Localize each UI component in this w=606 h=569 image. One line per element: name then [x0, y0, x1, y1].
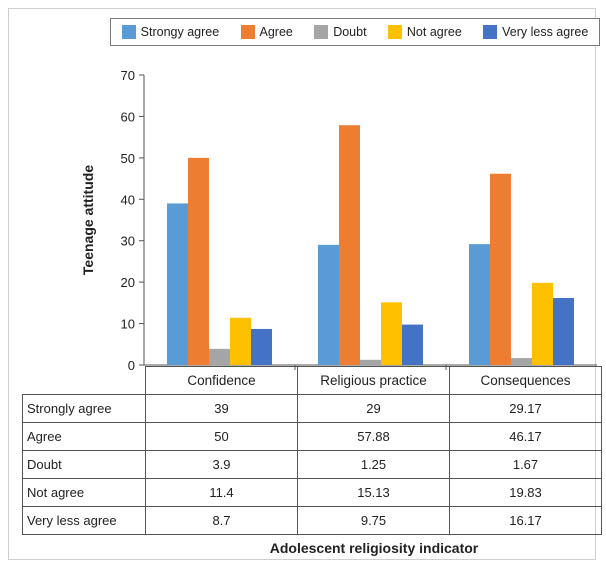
bar: [490, 173, 511, 365]
bar: [381, 302, 402, 365]
category-label: Religious practice: [297, 366, 450, 395]
table-row: Very less agree 8.7 9.75 16.17: [22, 506, 602, 535]
legend-swatch: [483, 25, 498, 39]
bar: [553, 298, 574, 365]
table-cell: 8.7: [145, 506, 298, 535]
y-axis-title: Teenage attitude: [80, 164, 96, 276]
legend-label: Strongy agree: [140, 25, 220, 39]
bar: [511, 358, 532, 365]
legend-label: Agree: [259, 25, 293, 39]
table-row: Not agree 11.4 15.13 19.83: [22, 478, 602, 507]
table-cell: 19.83: [449, 478, 602, 507]
table-cell: 15.13: [297, 478, 450, 507]
bar: [339, 125, 360, 365]
bar: [167, 203, 188, 365]
legend-swatch: [240, 25, 255, 39]
table-corner: [23, 367, 146, 395]
chart-frame: [8, 8, 596, 560]
row-label: Not agree: [22, 478, 146, 507]
row-label: Agree: [22, 422, 146, 451]
bar: [209, 348, 230, 365]
table-cell: 3.9: [145, 450, 298, 479]
legend-item: Doubt: [314, 25, 367, 39]
table-cell: 39: [145, 394, 298, 423]
table-cell: 1.67: [449, 450, 602, 479]
legend-item: Not agree: [387, 25, 462, 39]
y-tick-label: 20: [121, 275, 135, 290]
table-cell: 16.17: [449, 506, 602, 535]
legend-label: Very less agree: [502, 25, 589, 39]
table-cell: 46.17: [449, 422, 602, 451]
legend-item: Strongy agree: [121, 25, 220, 39]
y-tick-label: 30: [121, 234, 135, 249]
y-tick-label: 50: [121, 151, 135, 166]
chart-legend: Strongy agree Agree Doubt Not agree Very…: [110, 18, 600, 46]
legend-item: Agree: [240, 25, 293, 39]
bar: [251, 328, 272, 365]
bar: [402, 324, 423, 365]
category-label: Consequences: [449, 366, 602, 395]
table-cell: 1.25: [297, 450, 450, 479]
bar: [318, 244, 339, 365]
bar: [188, 157, 209, 365]
legend-swatch: [387, 25, 402, 39]
table-row: Doubt 3.9 1.25 1.67: [22, 450, 602, 479]
legend-item: Very less agree: [483, 25, 588, 39]
bar: [469, 244, 490, 365]
row-label: Doubt: [22, 450, 146, 479]
row-label: Very less agree: [22, 506, 146, 535]
y-tick-label: 70: [121, 68, 135, 83]
y-tick-label: 10: [121, 317, 135, 332]
table-row: Agree 50 57.88 46.17: [22, 422, 602, 451]
bar: [532, 282, 553, 365]
legend-label: Doubt: [333, 25, 367, 39]
table-header-row: Confidence Religious practice Consequenc…: [23, 366, 602, 395]
legend-swatch: [121, 25, 136, 39]
data-table: Confidence Religious practice Consequenc…: [22, 366, 602, 535]
bar: [230, 317, 251, 365]
table-cell: 11.4: [145, 478, 298, 507]
legend-label: Not agree: [406, 25, 462, 39]
table-cell: 29: [297, 394, 450, 423]
table-cell: 50: [145, 422, 298, 451]
row-label: Strongly agree: [22, 394, 146, 423]
bar: [360, 359, 381, 365]
y-tick-label: 60: [121, 109, 135, 124]
category-label: Confidence: [145, 366, 298, 395]
table-cell: 9.75: [297, 506, 450, 535]
table-row: Strongly agree 39 29 29.17: [22, 394, 602, 423]
table-cell: 29.17: [449, 394, 602, 423]
legend-swatch: [314, 25, 329, 39]
y-tick-label: 0: [128, 358, 135, 373]
table-cell: 57.88: [297, 422, 450, 451]
y-tick-label: 40: [121, 192, 135, 207]
x-axis-title: Adolescent religiosity indicator: [269, 540, 479, 556]
